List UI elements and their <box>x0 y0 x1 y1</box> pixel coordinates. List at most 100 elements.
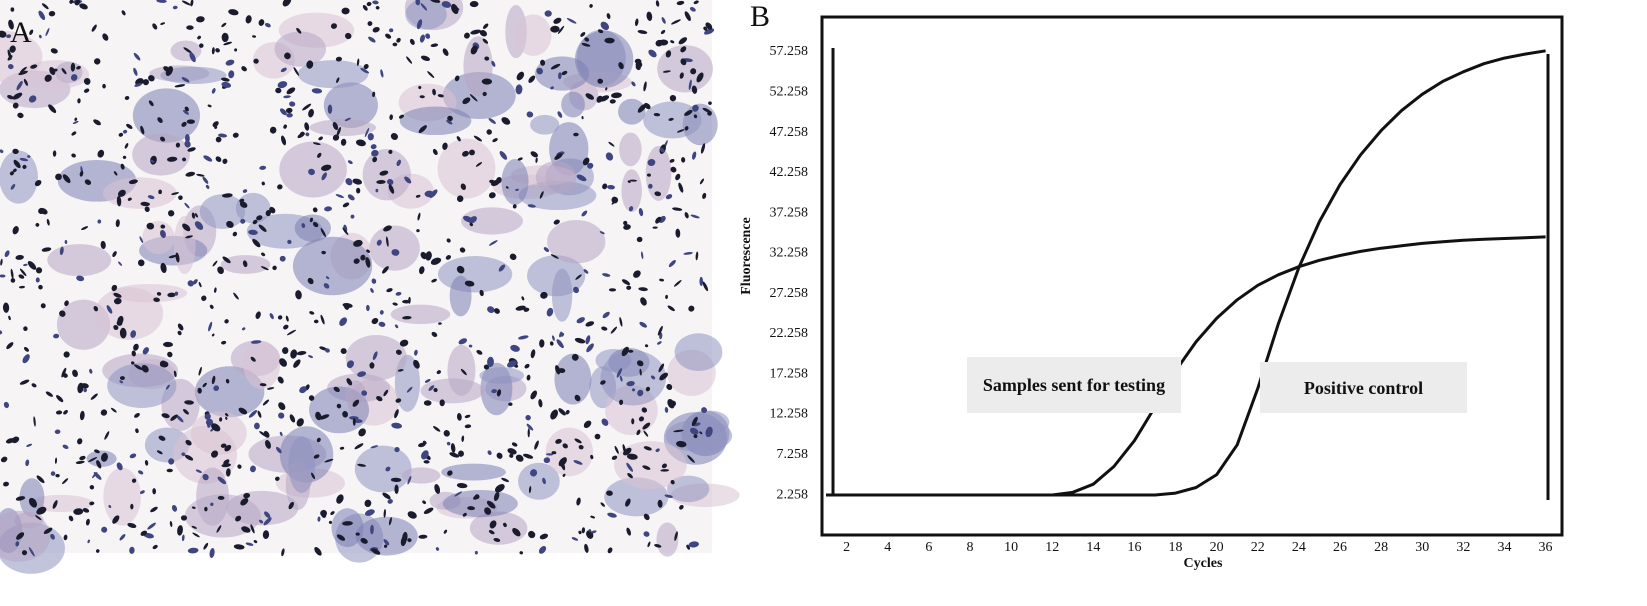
nucleus <box>216 525 222 533</box>
nucleus <box>286 112 293 118</box>
nucleus <box>169 521 173 527</box>
nucleus <box>372 91 376 98</box>
nucleus <box>629 179 638 182</box>
nucleus <box>512 528 521 537</box>
nucleus <box>278 412 285 419</box>
nucleus <box>356 58 360 66</box>
nucleus <box>673 429 684 433</box>
nucleus <box>308 395 315 401</box>
nucleus <box>643 531 650 537</box>
nucleus <box>609 99 616 104</box>
nucleus <box>279 255 286 262</box>
cell-cluster <box>442 490 518 518</box>
nucleus <box>130 330 137 338</box>
nucleus <box>661 463 667 469</box>
nucleus <box>305 132 310 137</box>
nucleus <box>253 540 258 544</box>
nucleus <box>607 184 615 190</box>
nucleus <box>131 350 136 357</box>
nucleus <box>389 28 394 33</box>
nucleus <box>23 263 28 267</box>
nucleus <box>668 259 676 268</box>
nucleus <box>540 59 546 66</box>
nucleus <box>657 325 663 336</box>
nucleus <box>648 183 653 189</box>
nucleus <box>528 485 532 494</box>
nucleus <box>558 457 567 467</box>
nucleus <box>434 484 441 494</box>
nucleus <box>182 223 191 232</box>
nucleus <box>644 102 651 110</box>
nucleus <box>680 46 687 53</box>
y-tick-label: 37.258 <box>770 205 809 220</box>
cell-cluster <box>235 192 271 224</box>
nucleus <box>418 85 422 90</box>
nucleus <box>214 125 218 129</box>
nucleus <box>550 63 561 70</box>
nucleus <box>89 501 95 506</box>
nucleus <box>385 236 389 247</box>
nucleus <box>551 451 557 455</box>
nucleus <box>272 265 277 271</box>
nucleus <box>336 403 342 409</box>
nucleus <box>279 431 283 437</box>
nucleus <box>560 463 565 468</box>
nucleus <box>365 509 375 516</box>
nucleus <box>100 409 108 416</box>
nucleus <box>597 29 604 34</box>
nucleus <box>539 191 544 199</box>
nucleus <box>39 34 42 39</box>
nucleus <box>462 512 467 517</box>
nucleus <box>61 68 67 75</box>
nucleus <box>262 399 270 406</box>
nucleus <box>101 526 108 533</box>
nucleus <box>83 77 91 85</box>
nucleus <box>582 157 590 166</box>
nucleus <box>667 305 675 312</box>
cell-cluster <box>561 91 585 118</box>
nucleus <box>238 407 248 415</box>
nucleus <box>394 324 399 329</box>
nucleus <box>192 532 200 538</box>
nucleus <box>100 240 106 250</box>
nucleus <box>476 350 483 355</box>
nucleus <box>181 452 186 457</box>
nucleus <box>185 235 193 239</box>
nucleus <box>647 541 651 548</box>
nucleus <box>554 153 563 160</box>
nucleus <box>327 104 333 114</box>
nucleus <box>515 84 523 95</box>
nucleus <box>342 521 353 526</box>
nucleus <box>189 52 196 63</box>
nucleus <box>523 307 530 312</box>
nucleus <box>442 142 448 150</box>
nucleus <box>119 380 124 384</box>
nucleus <box>9 171 14 176</box>
nucleus <box>278 402 286 411</box>
nucleus <box>196 16 205 23</box>
cell-cluster <box>441 463 506 481</box>
nucleus <box>89 368 93 374</box>
nucleus <box>652 226 658 229</box>
nucleus <box>0 456 8 463</box>
cell-cluster <box>21 60 90 90</box>
nucleus <box>420 55 430 62</box>
nucleus <box>443 430 450 437</box>
nucleus <box>345 32 352 40</box>
nucleus <box>33 416 36 427</box>
nucleus <box>6 342 14 350</box>
nucleus <box>185 133 190 143</box>
cell-cluster <box>0 510 51 562</box>
nucleus <box>259 165 267 170</box>
cell-cluster <box>657 45 713 93</box>
nucleus <box>72 369 78 377</box>
nucleus <box>280 135 287 146</box>
cell-cluster <box>479 367 525 384</box>
nucleus <box>660 469 670 472</box>
nucleus <box>118 261 123 266</box>
nucleus <box>688 305 695 312</box>
nucleus <box>584 543 589 553</box>
nucleus <box>602 183 608 190</box>
nucleus <box>71 153 76 158</box>
nucleus <box>221 463 232 468</box>
